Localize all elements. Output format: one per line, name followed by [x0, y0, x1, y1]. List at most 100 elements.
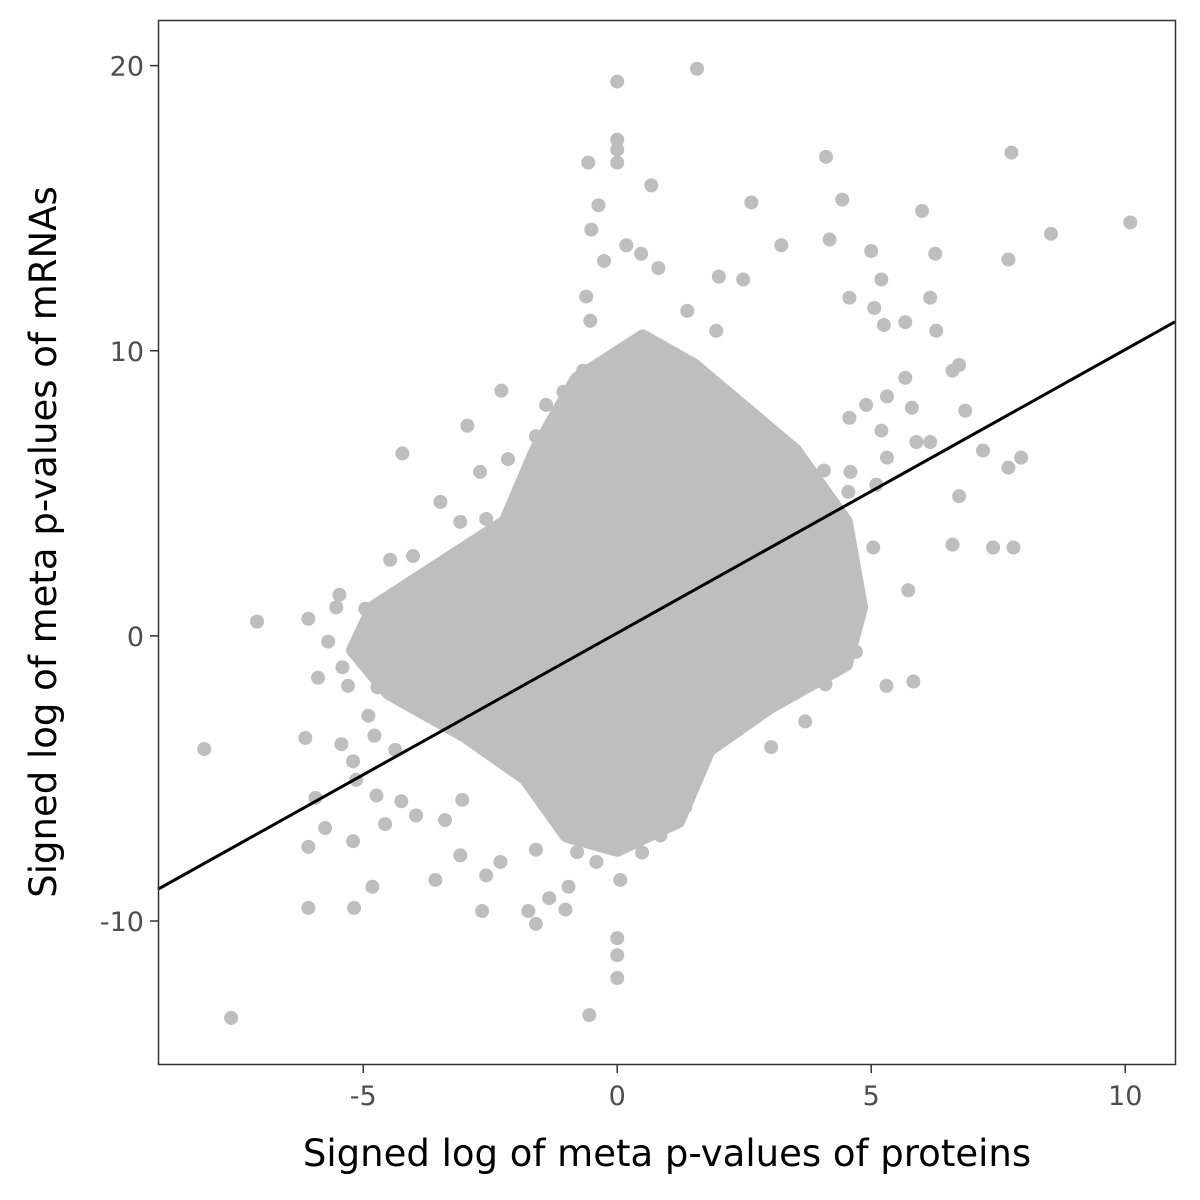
data-point: [1001, 460, 1016, 475]
data-point: [842, 410, 857, 425]
data-point: [1044, 226, 1059, 241]
data-point: [864, 243, 879, 258]
data-point: [804, 606, 819, 621]
data-point: [774, 238, 789, 253]
data-point: [224, 1010, 239, 1025]
data-point: [958, 403, 973, 418]
data-point: [589, 854, 604, 869]
data-point: [318, 821, 333, 836]
data-point: [301, 611, 316, 626]
data-point: [725, 693, 740, 708]
data-point: [558, 902, 573, 917]
data-point: [610, 155, 625, 170]
data-point: [369, 788, 384, 803]
data-point: [378, 817, 393, 832]
plot-panel-border: [157, 19, 1177, 1066]
data-point: [298, 730, 313, 745]
data-point: [584, 222, 599, 237]
data-point: [945, 537, 960, 552]
data-point: [576, 363, 591, 378]
data-point: [579, 289, 594, 304]
data-point: [790, 645, 805, 660]
data-point: [709, 323, 724, 338]
data-point: [521, 904, 536, 919]
data-point: [952, 489, 967, 504]
y-tick-label: 20: [110, 52, 144, 83]
data-point: [819, 149, 834, 164]
data-point: [929, 323, 944, 338]
data-point: [841, 484, 856, 499]
x-tick-label: 5: [863, 1081, 880, 1112]
data-point: [986, 540, 1001, 555]
data-point: [610, 948, 625, 963]
data-point: [453, 514, 468, 529]
data-point: [737, 708, 752, 723]
data-point: [792, 668, 807, 683]
data-point: [528, 842, 543, 857]
data-point: [479, 511, 494, 526]
data-point: [848, 644, 863, 659]
data-point: [346, 834, 361, 849]
data-point: [835, 192, 850, 207]
data-point: [197, 742, 212, 757]
data-point: [904, 400, 919, 415]
data-point: [610, 142, 625, 157]
data-point: [782, 511, 797, 526]
data-point: [335, 660, 350, 675]
data-point: [610, 931, 625, 946]
data-point: [542, 891, 557, 906]
data-point: [906, 674, 921, 689]
regression-line: [157, 320, 1176, 891]
data-point: [736, 272, 751, 287]
data-point: [874, 272, 889, 287]
data-point: [813, 569, 828, 584]
data-point: [433, 494, 448, 509]
data-point: [1123, 215, 1138, 230]
data-point: [582, 1008, 597, 1023]
data-point: [898, 370, 913, 385]
data-point: [528, 916, 543, 931]
data-point: [539, 397, 554, 412]
data-point: [501, 452, 516, 467]
data-point: [635, 845, 650, 860]
data-points: [197, 61, 1138, 1025]
data-point: [915, 204, 930, 219]
data-point: [597, 253, 612, 268]
data-point: [428, 872, 443, 887]
data-point: [583, 313, 598, 328]
data-point: [818, 677, 833, 692]
data-point: [438, 813, 453, 828]
data-point: [1001, 252, 1016, 267]
data-point: [711, 269, 726, 284]
data-point: [898, 315, 913, 330]
data-point: [479, 868, 494, 883]
dense-point-region: [346, 329, 869, 857]
data-point: [301, 839, 316, 854]
data-point: [473, 464, 488, 479]
data-point: [619, 238, 634, 253]
data-point: [816, 463, 831, 478]
data-point: [460, 418, 475, 433]
data-point: [346, 754, 361, 769]
data-point: [301, 900, 316, 915]
data-point: [909, 434, 924, 449]
data-point: [634, 246, 649, 261]
data-point: [901, 583, 916, 598]
data-point: [928, 246, 943, 261]
dense-point-cloud: [346, 329, 869, 857]
y-axis: -10 0 10 20: [100, 52, 158, 938]
data-point: [869, 477, 884, 492]
y-tick-label: 0: [127, 622, 144, 653]
data-point: [453, 848, 468, 863]
data-point: [874, 423, 889, 438]
data-point: [395, 446, 410, 461]
data-point: [561, 879, 576, 894]
data-point: [798, 714, 813, 729]
data-point: [764, 740, 779, 755]
data-point: [879, 450, 894, 465]
data-point: [826, 626, 841, 641]
data-point: [945, 363, 960, 378]
data-point: [610, 132, 625, 147]
data-point: [367, 728, 382, 743]
